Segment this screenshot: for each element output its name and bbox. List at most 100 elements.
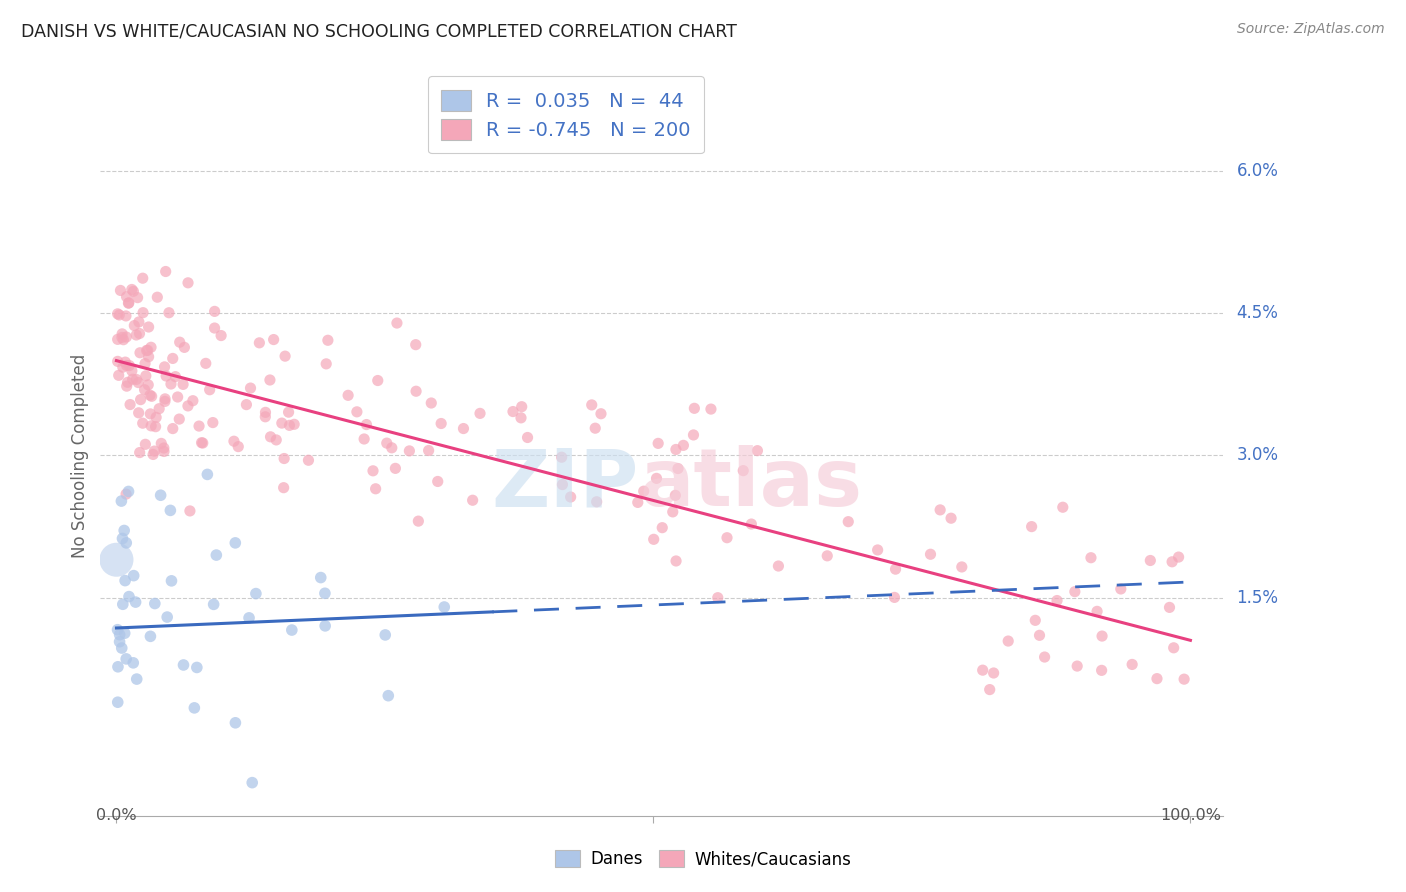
Point	[426, 475, 449, 489]
Point	[408, 514, 430, 528]
Point	[510, 410, 533, 425]
Point	[740, 517, 762, 532]
Point	[131, 416, 153, 430]
Point	[114, 626, 136, 640]
Point	[1109, 582, 1132, 596]
Point	[149, 488, 172, 502]
Point	[135, 343, 157, 358]
Point	[107, 623, 129, 637]
Point	[188, 419, 211, 434]
Point	[1163, 640, 1185, 655]
Point	[134, 357, 156, 371]
Point	[672, 438, 695, 452]
Point	[120, 398, 142, 412]
Point	[374, 628, 396, 642]
Text: Source: ZipAtlas.com: Source: ZipAtlas.com	[1237, 22, 1385, 37]
Point	[1021, 519, 1043, 533]
Point	[209, 328, 232, 343]
Point	[138, 350, 160, 364]
Point	[815, 549, 838, 563]
Point	[117, 376, 139, 390]
Point	[108, 628, 131, 642]
Text: 6.0%: 6.0%	[1236, 162, 1278, 180]
Point	[633, 484, 655, 499]
Point	[247, 335, 270, 350]
Point	[115, 652, 138, 666]
Point	[143, 444, 166, 458]
Point	[157, 306, 180, 320]
Point	[224, 536, 246, 550]
Point	[143, 597, 166, 611]
Point	[259, 430, 281, 444]
Point	[929, 503, 952, 517]
Point	[139, 629, 162, 643]
Point	[979, 682, 1001, 697]
Point	[377, 689, 399, 703]
Point	[124, 595, 146, 609]
Point	[883, 591, 905, 605]
Point	[1052, 500, 1074, 515]
Point	[153, 441, 176, 455]
Point	[169, 335, 191, 350]
Point	[453, 421, 475, 435]
Point	[1167, 550, 1189, 565]
Point	[1159, 600, 1181, 615]
Y-axis label: No Schooling Completed: No Schooling Completed	[72, 353, 89, 558]
Point	[651, 521, 673, 535]
Text: 4.5%: 4.5%	[1236, 304, 1278, 322]
Point	[155, 264, 177, 278]
Point	[118, 590, 141, 604]
Point	[1091, 629, 1114, 643]
Legend: Danes, Whites/Caucasians: Danes, Whites/Caucasians	[548, 843, 858, 875]
Point	[1028, 628, 1050, 642]
Point	[707, 591, 730, 605]
Point	[111, 360, 134, 375]
Point	[204, 304, 226, 318]
Point	[136, 343, 159, 358]
Point	[177, 276, 200, 290]
Point	[1066, 659, 1088, 673]
Point	[153, 359, 176, 374]
Point	[1139, 553, 1161, 567]
Point	[627, 495, 650, 509]
Point	[983, 665, 1005, 680]
Point	[768, 559, 790, 574]
Point	[160, 377, 183, 392]
Point	[198, 383, 221, 397]
Point	[153, 392, 176, 406]
Point	[111, 330, 134, 344]
Point	[314, 619, 336, 633]
Point	[581, 398, 603, 412]
Point	[950, 560, 973, 574]
Point	[145, 410, 167, 425]
Point	[430, 417, 453, 431]
Legend: R =  0.035   N =  44, R = -0.745   N = 200: R = 0.035 N = 44, R = -0.745 N = 200	[427, 76, 704, 153]
Point	[238, 611, 260, 625]
Point	[274, 349, 297, 363]
Point	[283, 417, 305, 432]
Point	[281, 623, 304, 637]
Point	[683, 401, 706, 416]
Point	[145, 419, 167, 434]
Point	[134, 383, 156, 397]
Point	[277, 405, 299, 419]
Point	[589, 407, 612, 421]
Point	[107, 695, 129, 709]
Text: DANISH VS WHITE/CAUCASIAN NO SCHOOLING COMPLETED CORRELATION CHART: DANISH VS WHITE/CAUCASIAN NO SCHOOLING C…	[21, 22, 737, 40]
Point	[384, 461, 406, 475]
Point	[381, 441, 404, 455]
Text: 3.0%: 3.0%	[1236, 447, 1278, 465]
Point	[195, 467, 218, 482]
Point	[139, 407, 162, 421]
Point	[1085, 604, 1108, 618]
Point	[160, 574, 183, 588]
Point	[205, 548, 228, 562]
Point	[204, 321, 226, 335]
Point	[129, 345, 152, 359]
Point	[124, 318, 146, 333]
Point	[226, 440, 249, 454]
Point	[159, 503, 181, 517]
Point	[132, 306, 155, 320]
Point	[191, 436, 214, 450]
Point	[153, 394, 176, 409]
